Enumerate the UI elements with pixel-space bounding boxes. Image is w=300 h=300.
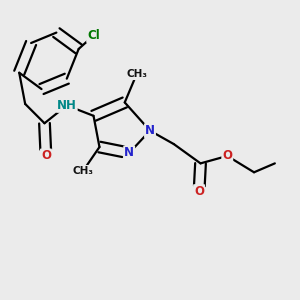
Text: O: O xyxy=(222,149,232,162)
Text: Cl: Cl xyxy=(87,29,100,42)
Text: CH₃: CH₃ xyxy=(73,166,94,176)
Text: CH₃: CH₃ xyxy=(126,69,147,79)
Text: N: N xyxy=(145,124,155,137)
Text: NH: NH xyxy=(57,99,77,112)
Text: N: N xyxy=(124,146,134,160)
Text: O: O xyxy=(194,185,204,198)
Text: O: O xyxy=(41,149,51,162)
